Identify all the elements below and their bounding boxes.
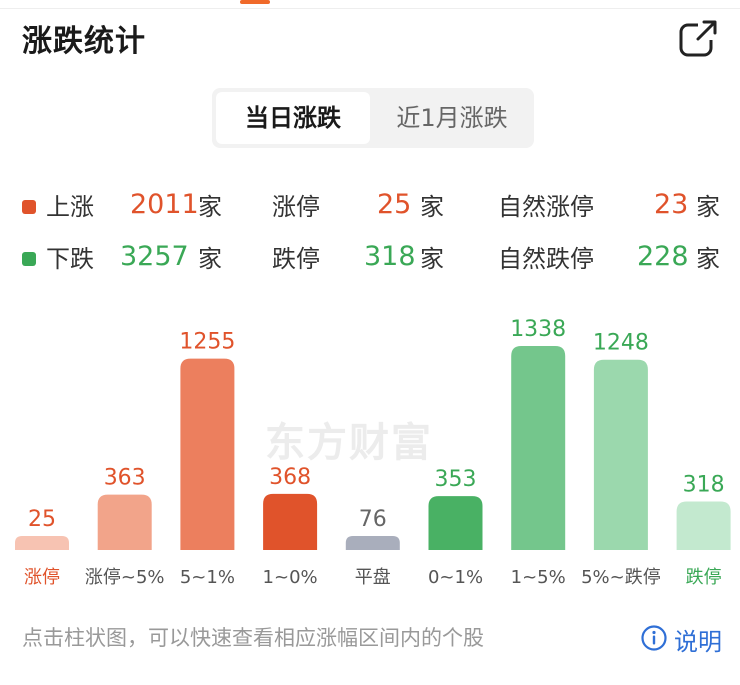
- tab-one-month[interactable]: 近1月涨跌: [396, 104, 508, 132]
- change-distribution-chart: 25 涨停 363 涨停~5% 1255 5~1% 368 1~0% 76 平盘 353 0~1% 13…: [15, 317, 731, 588]
- bar-4[interactable]: [345, 536, 400, 550]
- bar-value-label: 1248: [593, 331, 649, 356]
- bar-3[interactable]: [263, 493, 318, 550]
- category-label: 涨停: [24, 567, 60, 588]
- category-label: 涨停~5%: [85, 567, 165, 588]
- limit-down-label: 跌停: [272, 245, 320, 273]
- active-tab-indicator: [240, 0, 270, 4]
- up-label: 上涨: [46, 193, 94, 221]
- category-label: 5%~跌停: [581, 567, 661, 588]
- limit-down-count: 318: [364, 241, 416, 272]
- bar-value-label: 363: [104, 466, 146, 491]
- natural-limit-up-count: 23: [654, 189, 689, 220]
- natural-limit-down-count: 228: [637, 241, 689, 272]
- up-count: 2011: [130, 189, 199, 220]
- bar-value-label: 1338: [510, 317, 566, 342]
- down-dot: [22, 252, 36, 266]
- bar-value-label: 353: [435, 467, 477, 492]
- category-label: 平盘: [355, 567, 391, 588]
- bar-2[interactable]: [180, 358, 235, 550]
- category-label: 5~1%: [180, 567, 235, 588]
- chart-hint: 点击柱状图，可以快速查看相应涨幅区间内的个股: [22, 626, 484, 650]
- bar-0[interactable]: [15, 536, 69, 550]
- limit-up-count: 25: [377, 189, 412, 220]
- limit-down-unit: 家: [420, 245, 444, 273]
- category-label: 1~0%: [263, 567, 318, 588]
- page-title: 涨跌统计: [22, 24, 146, 59]
- natural-limit-down-unit: 家: [696, 245, 720, 273]
- help-label: 说明: [674, 628, 722, 656]
- top-divider: [0, 8, 740, 9]
- down-label: 下跌: [46, 245, 94, 273]
- period-tabs: 当日涨跌 近1月涨跌: [212, 88, 534, 148]
- bar-value-label: 368: [269, 465, 311, 490]
- down-count: 3257: [120, 241, 189, 272]
- category-label: 跌停: [686, 567, 722, 588]
- external-share-icon[interactable]: [678, 18, 718, 58]
- category-label: 0~1%: [428, 567, 483, 588]
- category-label: 1~5%: [511, 567, 566, 588]
- natural-limit-down-label: 自然跌停: [498, 245, 594, 273]
- bar-value-label: 76: [359, 507, 387, 532]
- bar-value-label: 25: [28, 507, 56, 532]
- down-unit: 家: [198, 245, 222, 273]
- info-circle-icon: [641, 625, 667, 651]
- bar-5[interactable]: [428, 496, 483, 550]
- natural-limit-up-unit: 家: [696, 193, 720, 221]
- up-dot: [22, 200, 36, 214]
- bar-8[interactable]: [676, 501, 731, 550]
- bar-1[interactable]: [97, 494, 152, 550]
- watermark-logo: 东方财富: [265, 420, 433, 466]
- bar-value-label: 318: [683, 473, 725, 498]
- natural-limit-up-label: 自然涨停: [498, 193, 594, 221]
- up-unit: 家: [198, 193, 222, 221]
- bar-6[interactable]: [511, 346, 566, 550]
- bar-7[interactable]: [593, 359, 648, 550]
- tab-today[interactable]: 当日涨跌: [216, 92, 370, 144]
- limit-up-label: 涨停: [272, 193, 320, 221]
- bar-value-label: 1255: [179, 330, 235, 355]
- limit-up-unit: 家: [420, 193, 444, 221]
